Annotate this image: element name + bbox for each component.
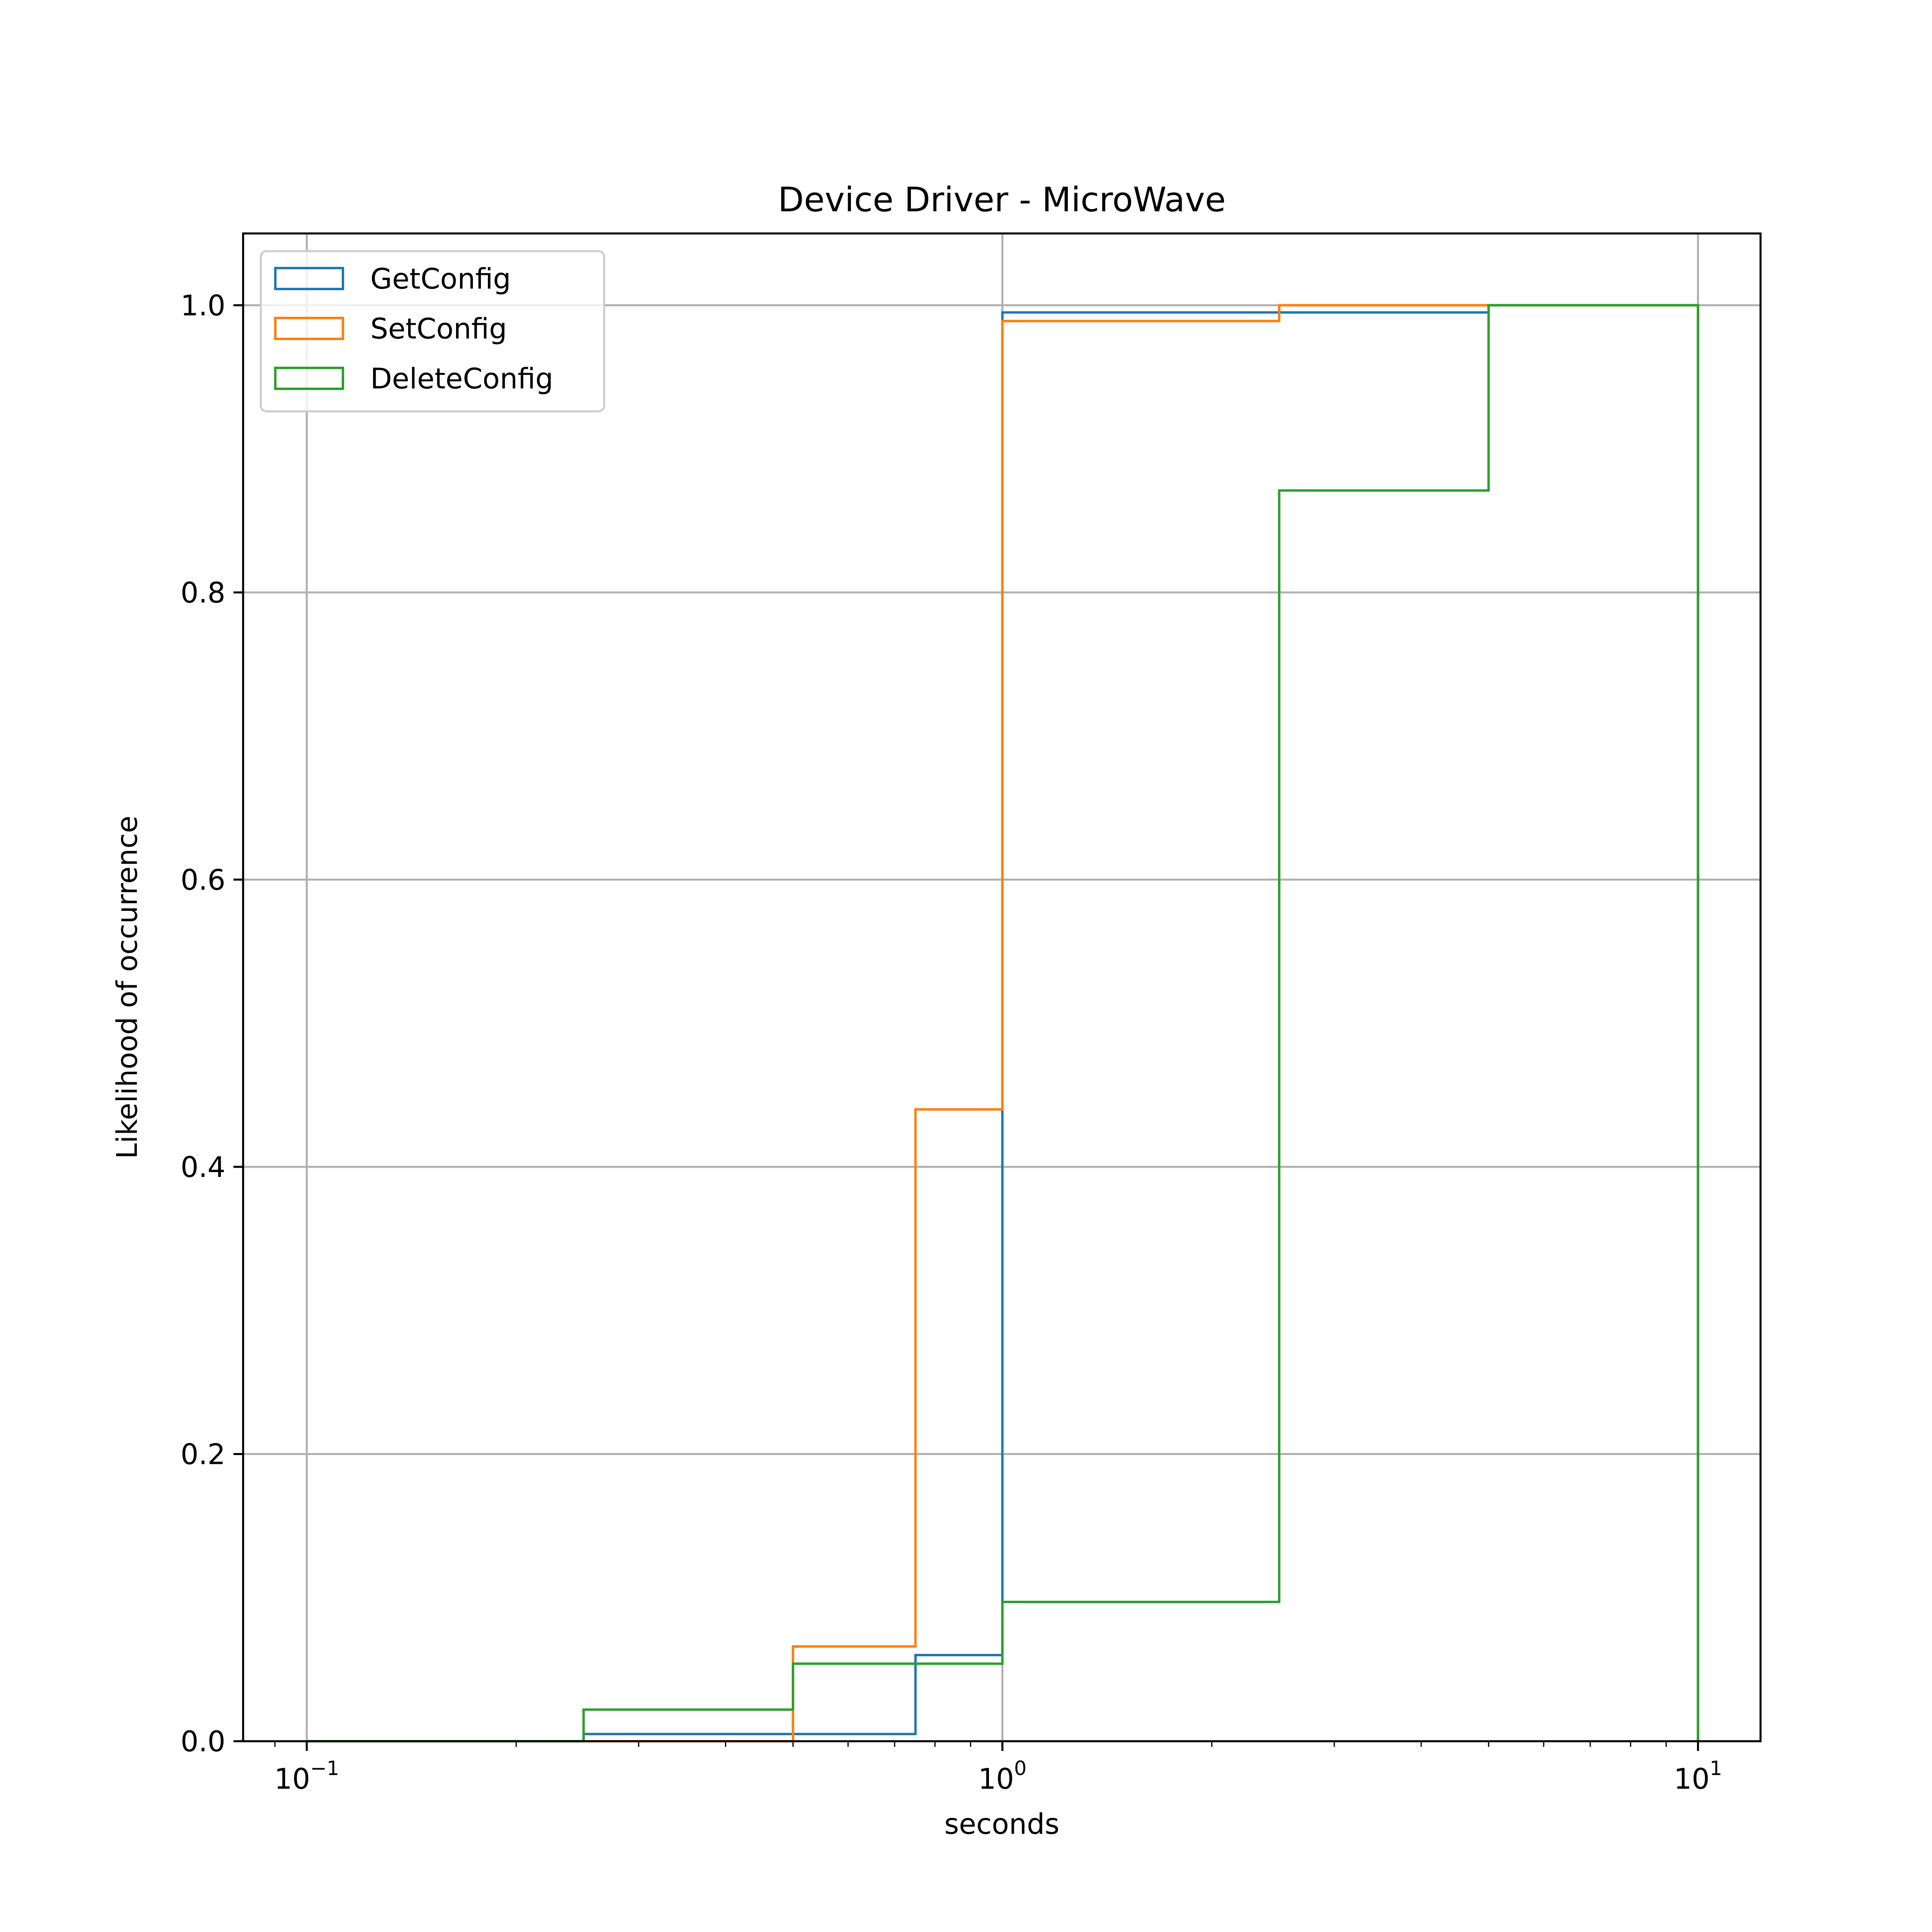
x-tick-base: 10 xyxy=(978,1763,1014,1796)
y-tick-label: 0.4 xyxy=(181,1151,225,1184)
x-axis-label: seconds xyxy=(944,1808,1059,1841)
series-deleteconfig-step xyxy=(307,304,1699,1742)
x-tick-label: 10−1 xyxy=(275,1757,339,1796)
legend-swatch xyxy=(274,267,344,290)
legend-label: SetConfig xyxy=(370,312,507,345)
y-tick-label: 0.6 xyxy=(181,863,225,896)
legend-label: DeleteConfig xyxy=(370,362,553,395)
legend-label: GetConfig xyxy=(370,262,511,295)
y-axis-label: Likelihood of occurrence xyxy=(111,816,144,1159)
legend-box xyxy=(260,250,605,413)
legend-swatch xyxy=(274,317,344,340)
x-tick-exponent: 1 xyxy=(1710,1757,1722,1780)
x-tick-base: 10 xyxy=(1674,1763,1709,1796)
y-tick-label: 0.0 xyxy=(181,1725,225,1758)
legend: GetConfig SetConfig DeleteConfig xyxy=(260,250,605,413)
legend-swatch xyxy=(274,367,344,390)
chart-title: Device Driver - MicroWave xyxy=(778,180,1226,219)
x-tick-exponent: 0 xyxy=(1014,1757,1026,1780)
x-tick-label: 100 xyxy=(978,1757,1026,1796)
x-tick-label: 101 xyxy=(1674,1757,1722,1796)
x-tick-exponent: −1 xyxy=(310,1757,339,1780)
x-tick-base: 10 xyxy=(275,1763,310,1796)
y-tick-label: 0.2 xyxy=(181,1438,225,1471)
y-tick-label: 0.8 xyxy=(181,576,225,609)
y-tick-label: 1.0 xyxy=(181,289,225,322)
